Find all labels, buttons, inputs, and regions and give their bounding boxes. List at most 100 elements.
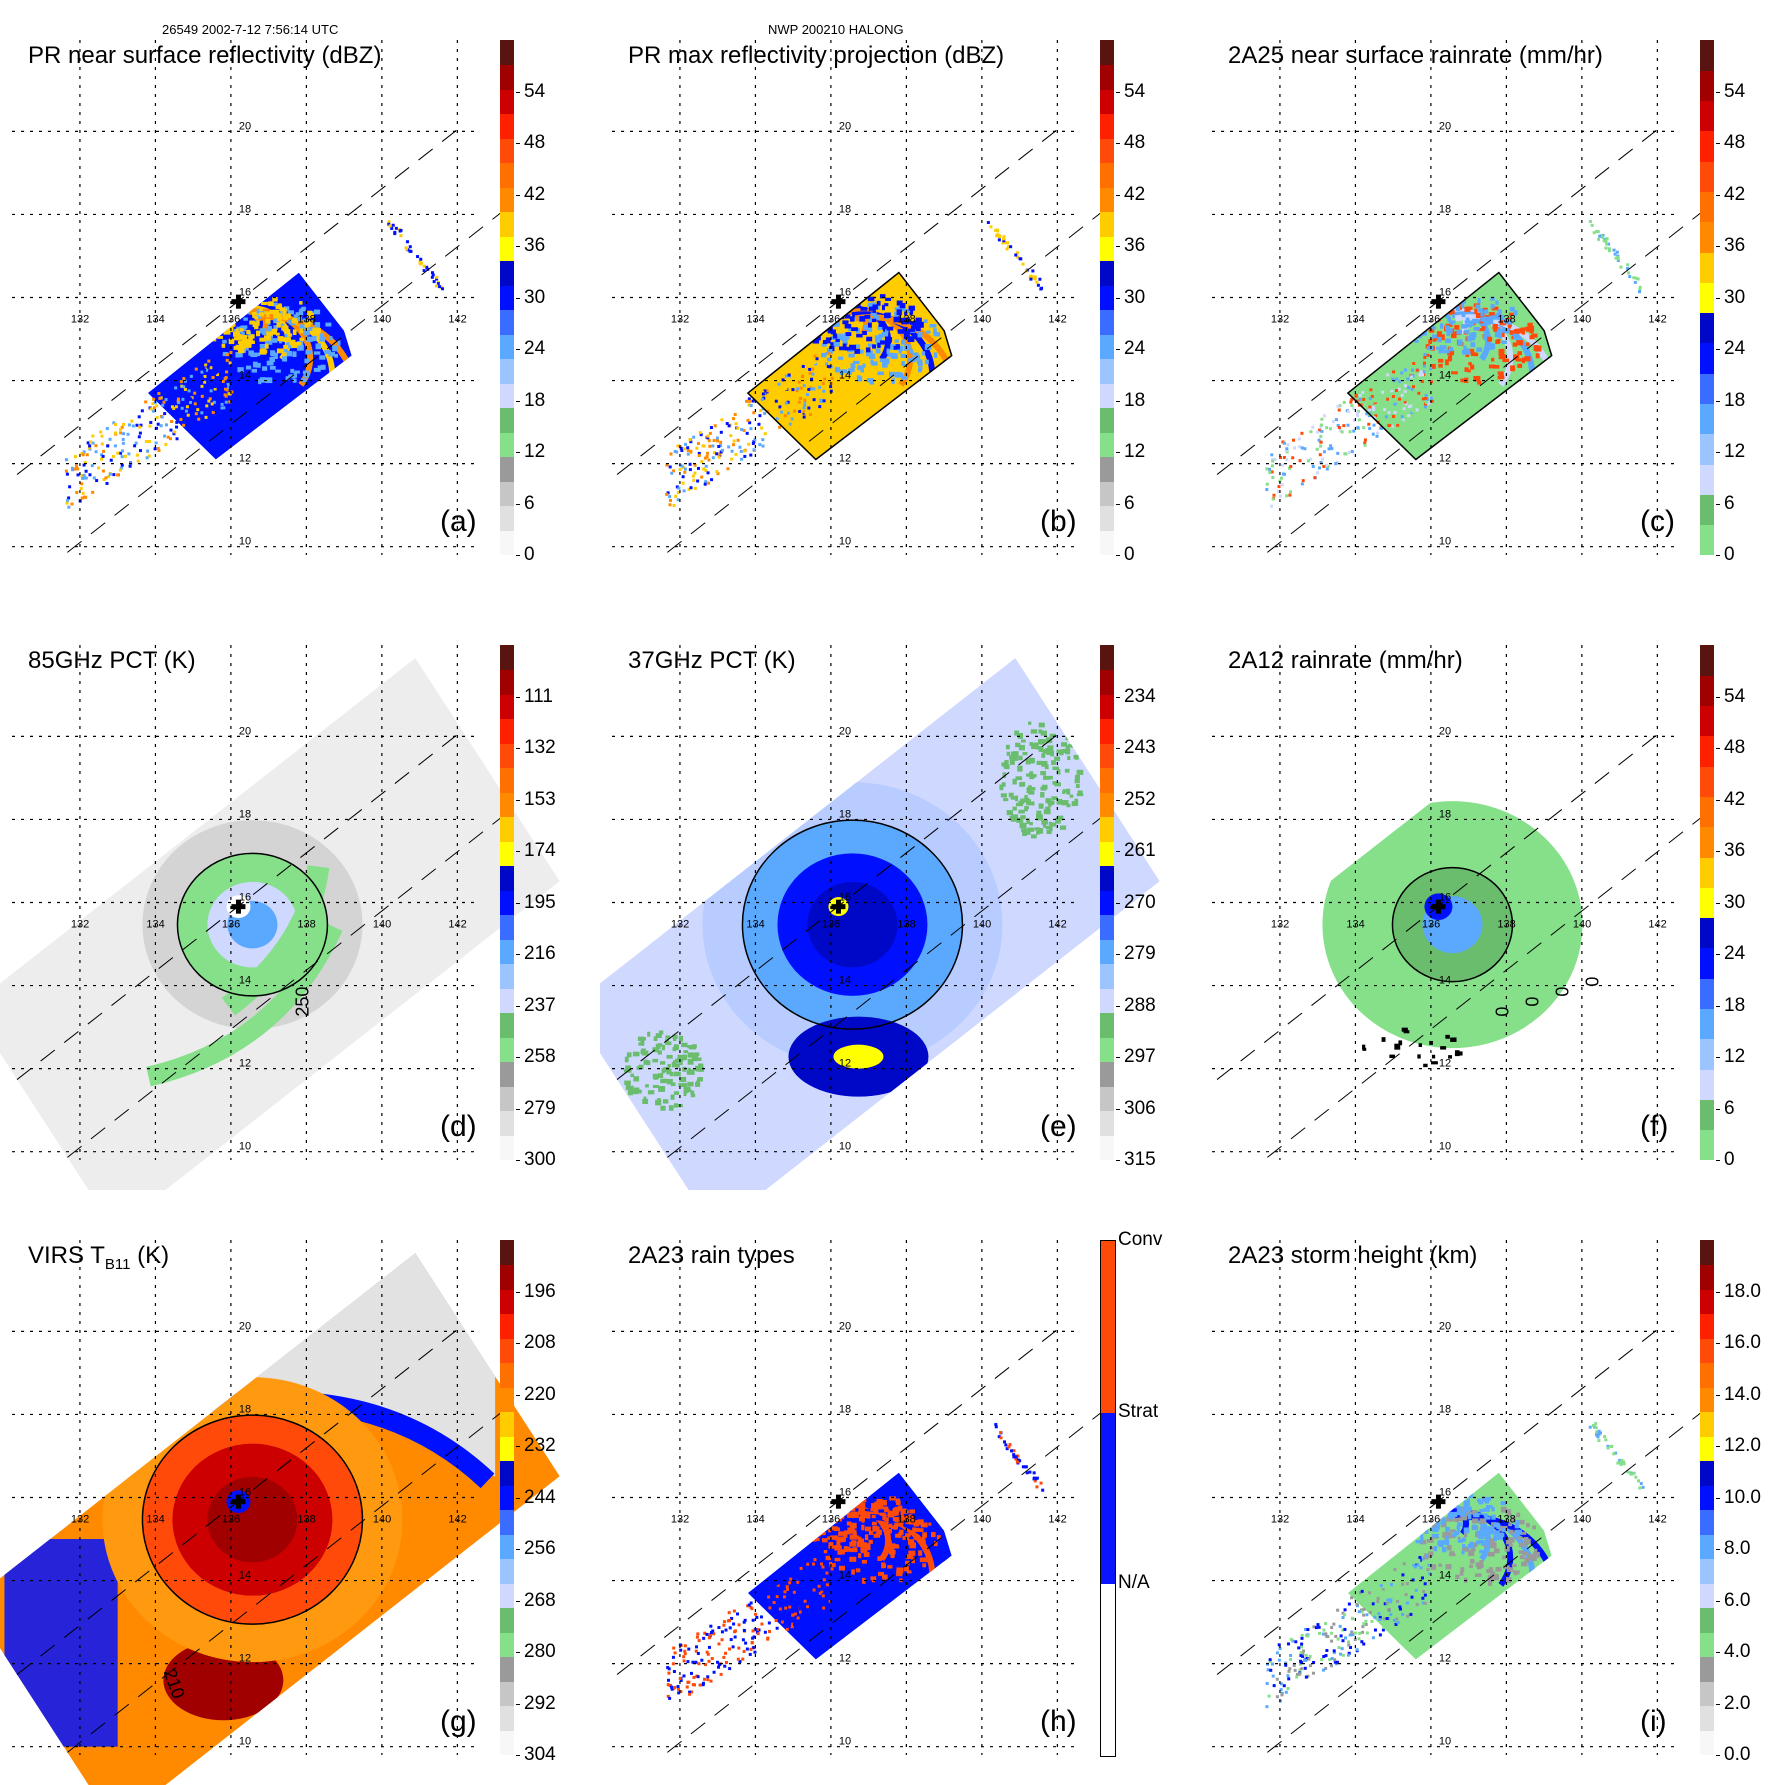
rain-cell xyxy=(99,430,103,434)
panel-title: 2A12 rainrate (mm/hr) xyxy=(1228,647,1463,674)
rain-cell xyxy=(690,1690,694,1694)
rain-cell xyxy=(1268,1658,1272,1662)
rain-cell xyxy=(679,1690,683,1694)
rain-cell xyxy=(1353,1631,1357,1635)
rain-cell xyxy=(1368,405,1372,409)
rain-cell xyxy=(807,401,811,405)
rain-cell xyxy=(1438,363,1443,368)
rain-cell xyxy=(688,1692,692,1696)
warm-pixel xyxy=(666,1054,673,1059)
rain-cell xyxy=(185,405,189,409)
rain-cell xyxy=(1439,345,1447,350)
colorbar-segment xyxy=(1100,743,1114,769)
warm-pixel xyxy=(1021,781,1026,787)
rain-cell xyxy=(876,300,881,306)
rain-cell xyxy=(436,282,440,286)
rain-cell xyxy=(1428,1572,1432,1576)
rain-cell xyxy=(1035,280,1039,284)
rain-cell xyxy=(200,317,206,321)
colorbar-segment xyxy=(1700,1069,1714,1100)
rain-cell xyxy=(1487,1575,1495,1582)
rain-cell xyxy=(213,385,217,389)
rain-cell xyxy=(925,1555,931,1562)
swath-edge-line xyxy=(1267,808,1714,1158)
rain-cell xyxy=(1301,1654,1305,1658)
rain-cell xyxy=(878,321,886,327)
rain-cell xyxy=(1436,346,1442,350)
rain-cell xyxy=(1463,1506,1470,1511)
rain-cell xyxy=(1411,1602,1415,1606)
colorbar-segment xyxy=(500,1681,514,1707)
lon-tick-label: 142 xyxy=(1048,1513,1066,1525)
rain-cell xyxy=(851,1522,857,1529)
rain-cell xyxy=(418,260,422,264)
warm-pixel xyxy=(670,1082,676,1087)
warm-pixel xyxy=(655,1033,662,1039)
rain-cell xyxy=(1506,1567,1514,1573)
rain-cell xyxy=(907,1539,914,1545)
rain-cell xyxy=(1289,1653,1293,1657)
colorbar-segment xyxy=(1100,481,1114,507)
lon-tick-label: 138 xyxy=(897,918,915,930)
rain-cell xyxy=(709,1624,713,1628)
warm-pixel xyxy=(1028,790,1035,795)
lat-tick-label: 10 xyxy=(1439,536,1451,548)
rain-cell xyxy=(214,303,221,307)
rain-cell xyxy=(712,439,716,443)
warm-pixel xyxy=(647,1031,651,1037)
warm-pixel xyxy=(681,1042,688,1048)
warm-pixel xyxy=(691,1055,699,1062)
rain-cell xyxy=(1454,1530,1460,1536)
rain-cell xyxy=(1318,453,1322,457)
rain-cell xyxy=(1324,1622,1328,1626)
lat-tick-label: 18 xyxy=(1439,808,1451,820)
rain-cell xyxy=(228,392,232,396)
rain-cell xyxy=(184,409,188,413)
rain-cell xyxy=(1333,1660,1337,1664)
warm-pixel xyxy=(1009,755,1014,760)
rain-cell xyxy=(1362,426,1366,430)
rain-cell xyxy=(786,400,790,404)
rain-cell xyxy=(1433,1546,1438,1552)
rain-cell xyxy=(675,485,679,489)
rain-cell xyxy=(839,1549,845,1555)
colorbar xyxy=(500,645,514,1161)
rain-cell xyxy=(752,448,756,452)
rain-cell xyxy=(669,452,673,456)
colorbar-segment xyxy=(1700,1313,1714,1339)
rain-cell xyxy=(161,403,165,407)
colorbar-segment xyxy=(500,1632,514,1658)
colorbar-tick-mark xyxy=(516,503,520,505)
rain-cell xyxy=(1423,1593,1427,1597)
rain-cell xyxy=(797,380,801,384)
flag-marker xyxy=(1418,1043,1423,1047)
rain-cell xyxy=(157,391,161,395)
rain-cell xyxy=(897,306,903,312)
rain-cell xyxy=(761,444,765,448)
rain-cell xyxy=(1429,367,1433,371)
warm-pixel xyxy=(1041,819,1048,825)
lat-tick-label: 16 xyxy=(1439,1487,1451,1499)
warm-pixel xyxy=(1024,807,1028,812)
rain-cell xyxy=(825,1571,829,1575)
rain-cell xyxy=(133,444,137,448)
rain-cell xyxy=(1295,1672,1299,1676)
rain-cell xyxy=(1592,231,1596,235)
rain-cell xyxy=(782,420,786,424)
warm-pixel xyxy=(665,1035,671,1039)
rain-cell xyxy=(205,404,209,408)
rain-cell xyxy=(1447,1532,1452,1539)
warm-pixel xyxy=(1006,810,1013,816)
rain-cell xyxy=(108,472,112,476)
rain-cell xyxy=(108,437,112,441)
rain-cell xyxy=(1380,1607,1384,1611)
rain-cell xyxy=(1402,1562,1406,1566)
colorbar-tick-label: 30 xyxy=(1724,891,1746,913)
rain-cell xyxy=(1396,423,1400,427)
rain-cell xyxy=(1285,457,1289,461)
rain-cell xyxy=(1411,368,1415,372)
rain-cell xyxy=(1395,377,1399,381)
rain-cell xyxy=(1496,339,1501,344)
rain-cell xyxy=(1460,378,1467,383)
rain-cell xyxy=(1299,1651,1303,1655)
